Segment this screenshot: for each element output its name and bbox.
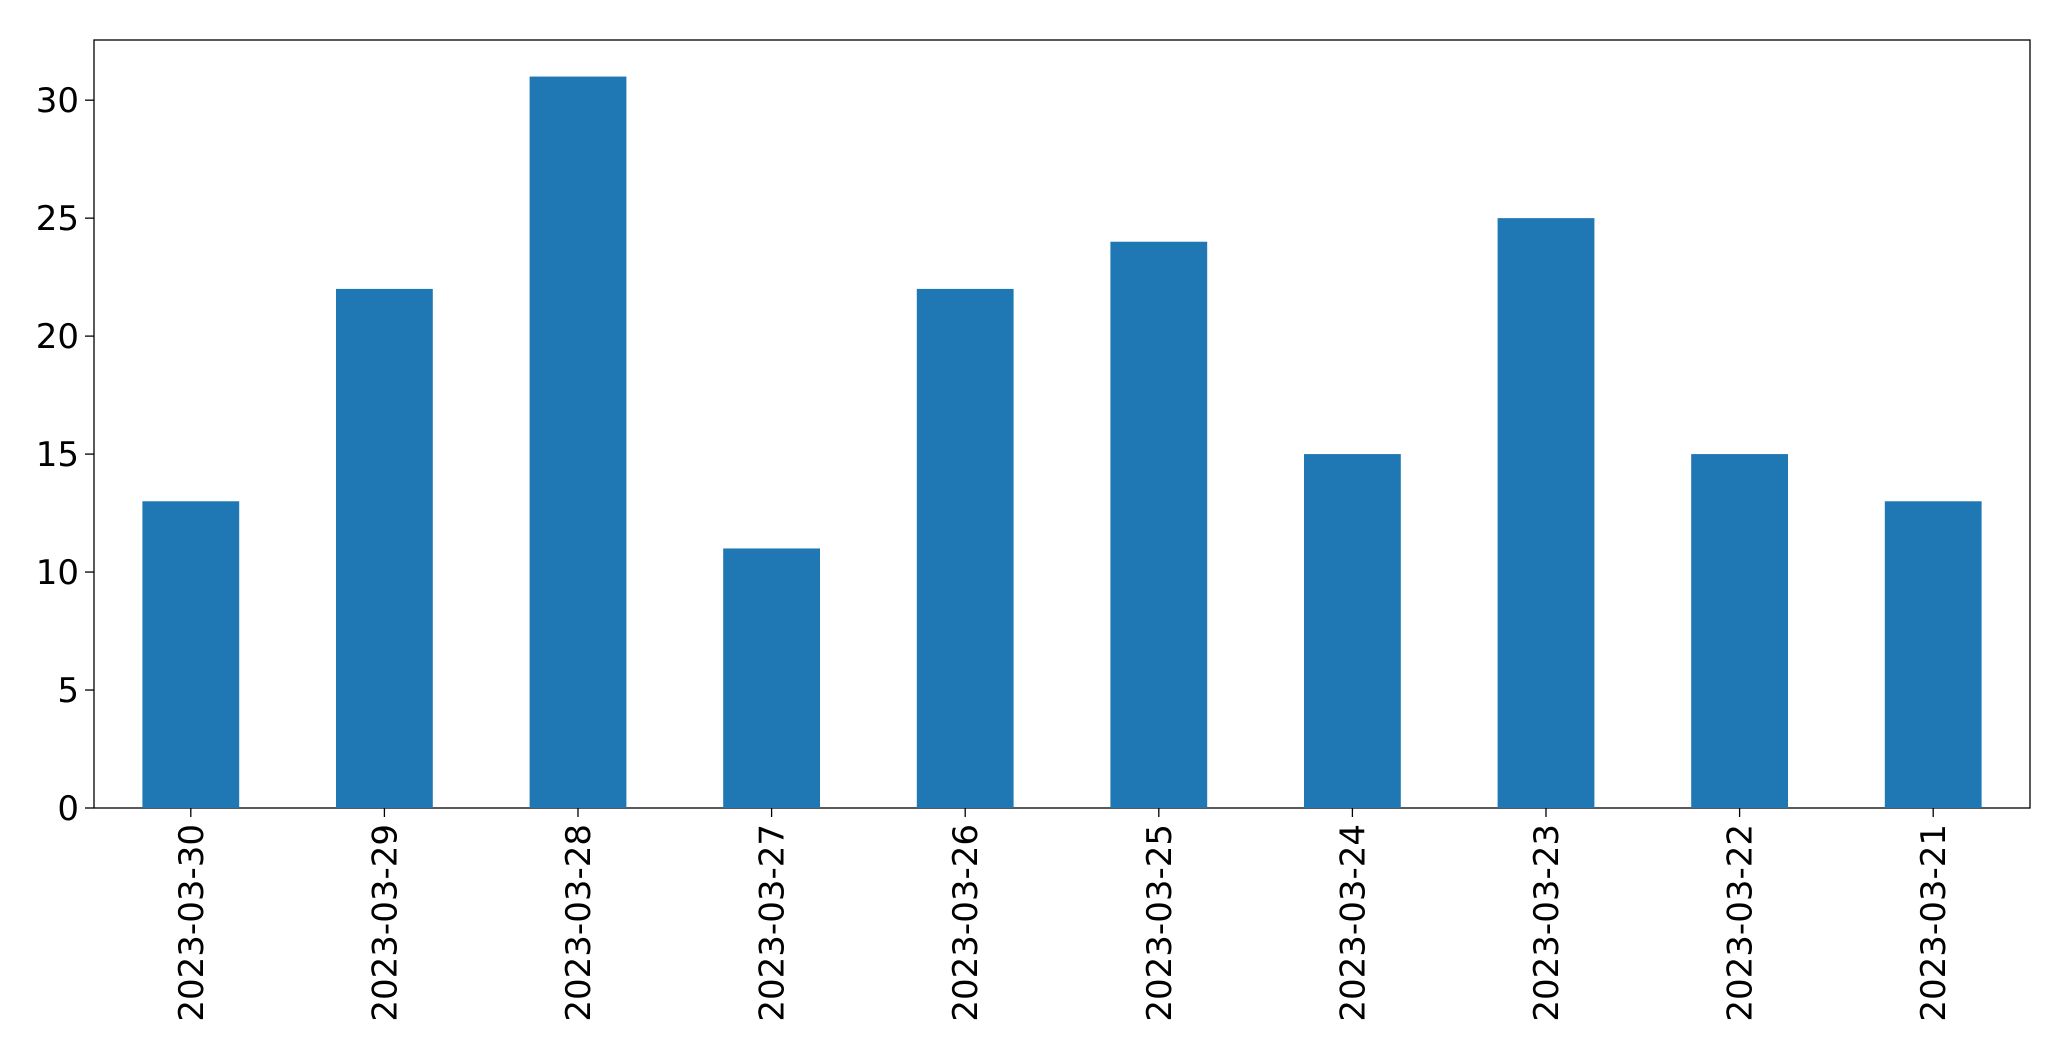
y-tick-label: 20 (36, 317, 79, 357)
y-tick-label: 30 (36, 81, 79, 121)
x-tick-label: 2023-03-29 (365, 824, 405, 1022)
x-tick-label: 2023-03-23 (1527, 824, 1567, 1022)
bar (529, 76, 627, 809)
x-tick-label: 2023-03-30 (172, 824, 212, 1022)
plot-frame (93, 39, 2031, 809)
bar (916, 288, 1014, 809)
bar (1497, 218, 1595, 808)
x-tick-label: 2023-03-27 (753, 824, 793, 1022)
x-tick-label: 2023-03-25 (1140, 824, 1180, 1022)
x-tick-label: 2023-03-22 (1721, 824, 1761, 1022)
bar (1304, 454, 1401, 808)
y-tick-label: 15 (36, 435, 79, 475)
bar (1110, 241, 1208, 808)
y-tick-label: 5 (57, 671, 79, 711)
bar (142, 501, 240, 808)
y-tick-label: 10 (36, 553, 79, 593)
bar (723, 548, 820, 808)
y-tick-label: 0 (57, 789, 79, 829)
x-tick-label: 2023-03-24 (1333, 824, 1373, 1022)
x-tick-label: 2023-03-26 (946, 824, 986, 1022)
x-tick-label: 2023-03-21 (1914, 824, 1954, 1022)
y-tick-label: 25 (36, 199, 79, 239)
bar (1884, 501, 1982, 808)
x-tick-label: 2023-03-28 (559, 824, 599, 1022)
bar (336, 288, 433, 809)
bar (1691, 454, 1788, 808)
